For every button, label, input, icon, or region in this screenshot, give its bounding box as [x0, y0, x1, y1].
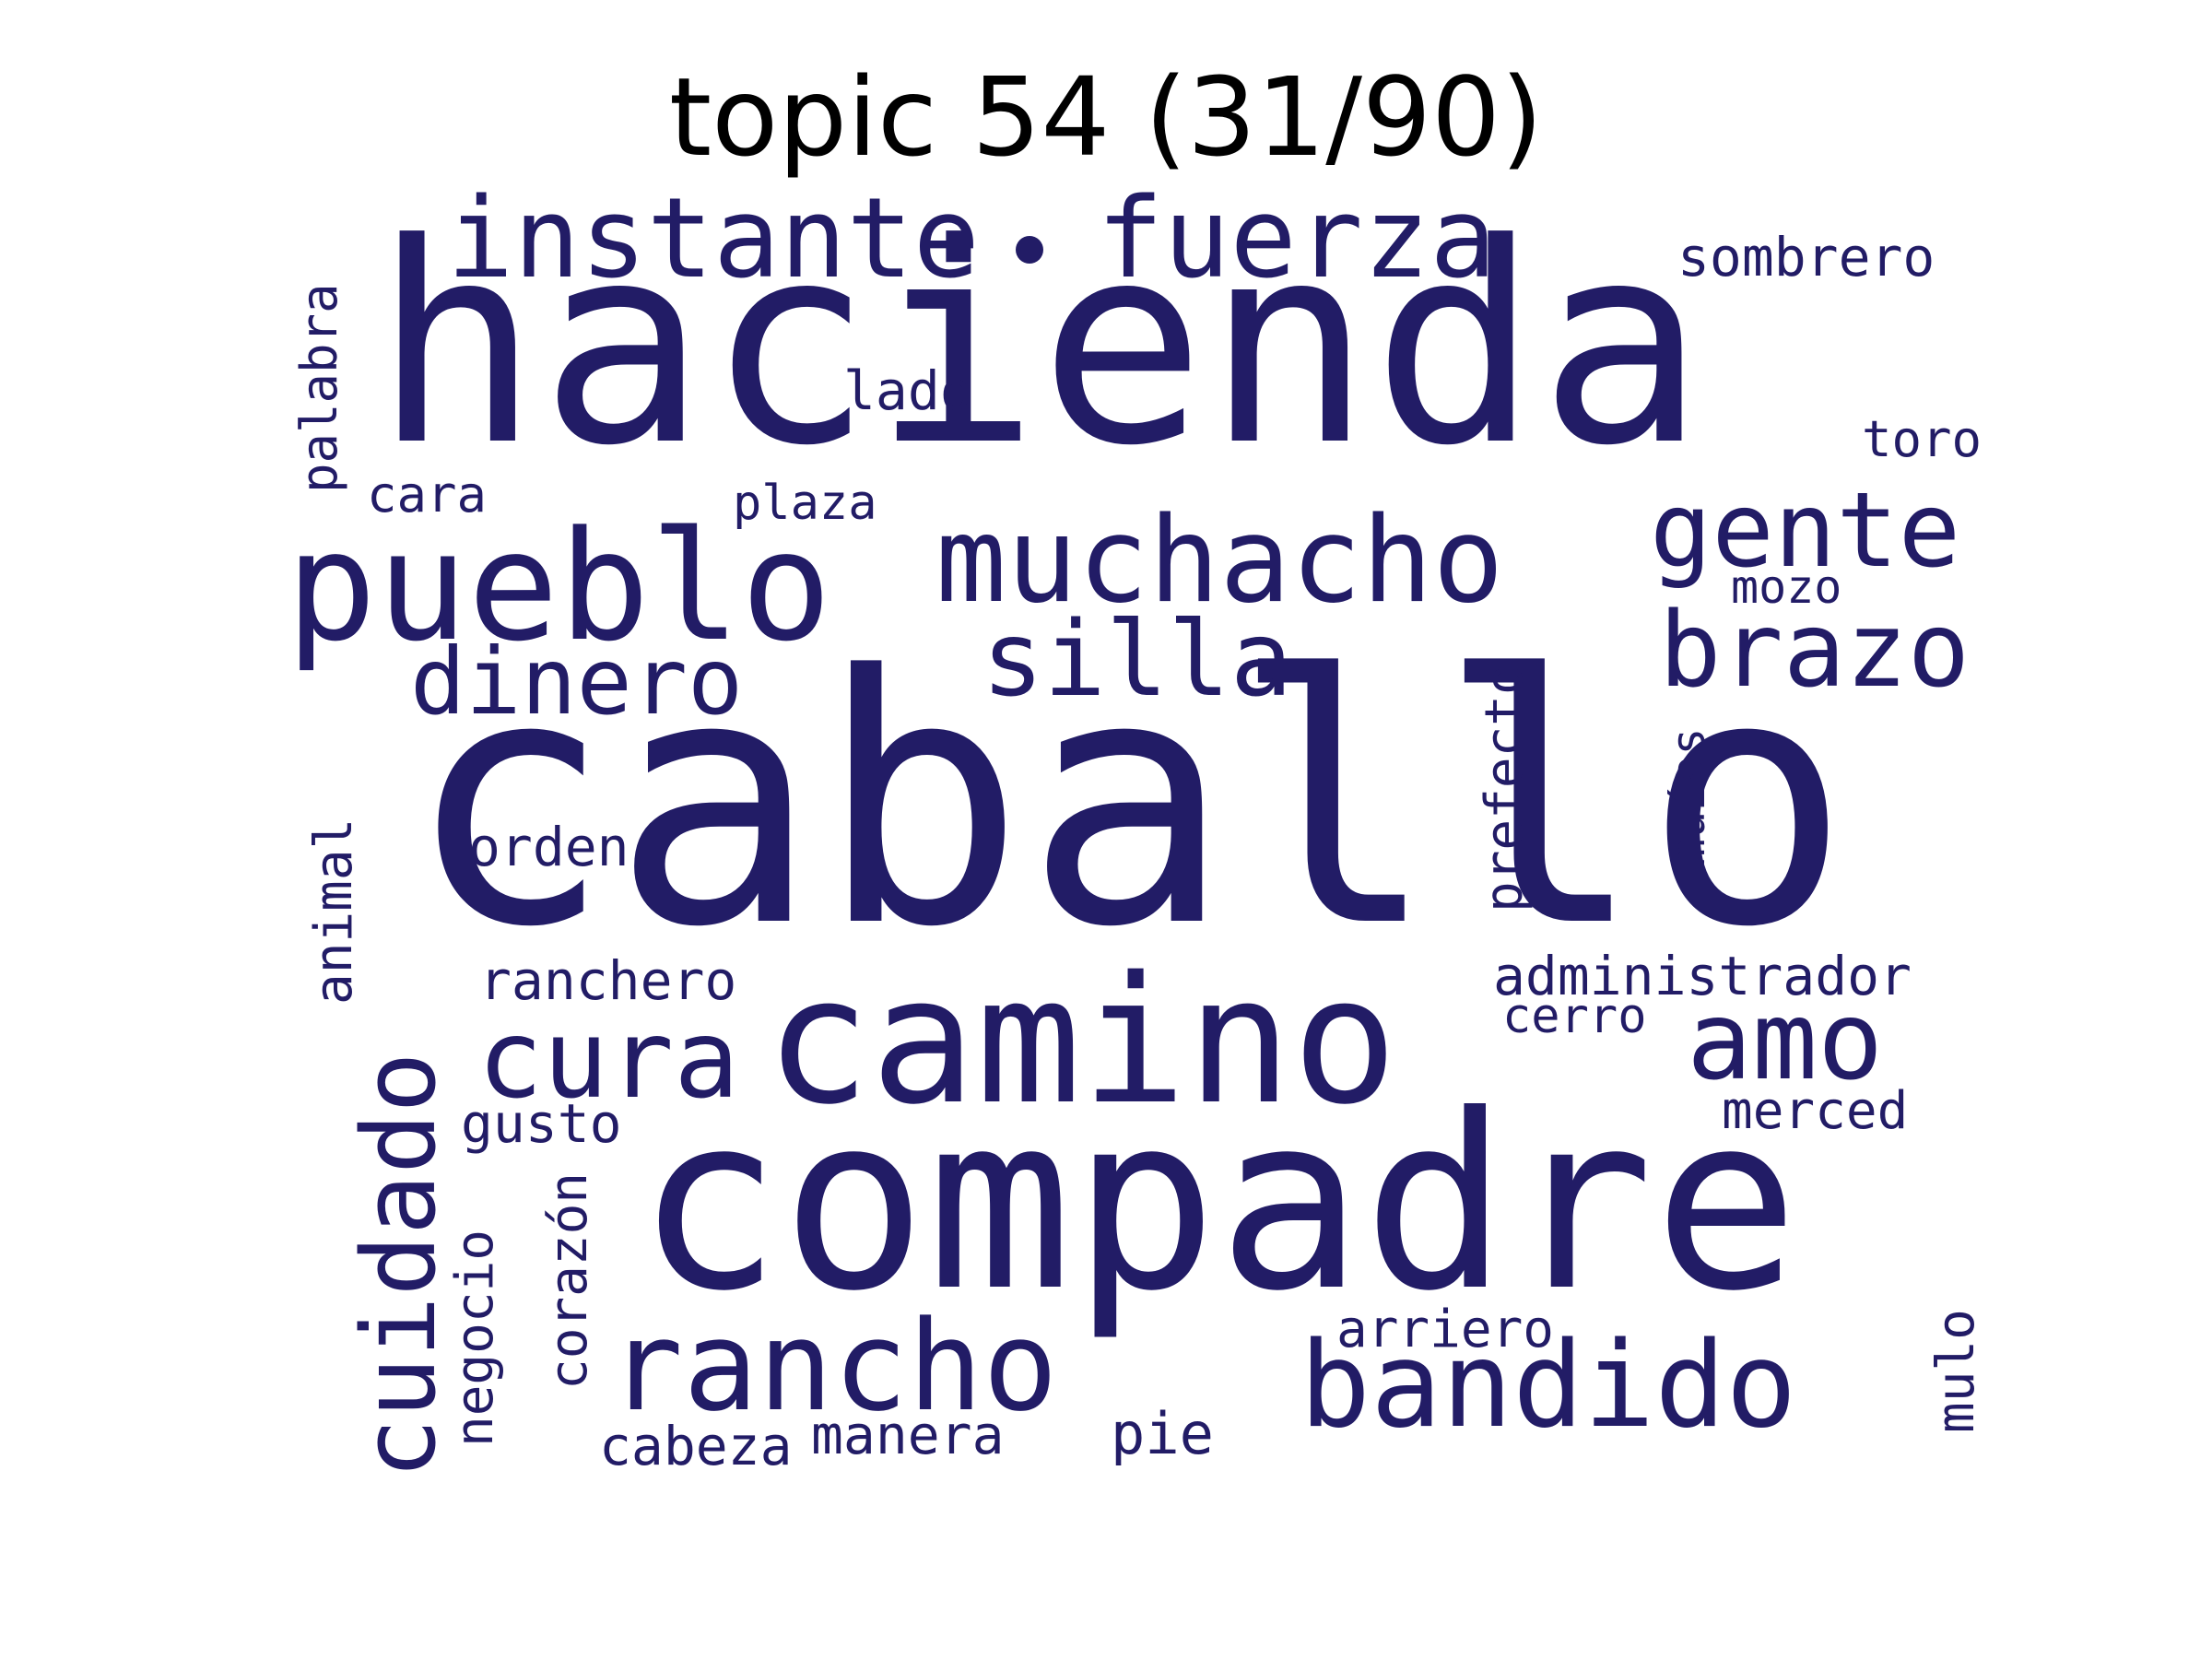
word-prefecto: prefecto [1475, 664, 1535, 912]
word-silla: silla [982, 600, 1293, 720]
word-sombrero: sombrero [1677, 226, 1936, 288]
word-cura: cura [477, 995, 740, 1123]
word-caballo: caballo [406, 603, 1851, 1002]
word-muchacho: muchacho [935, 492, 1504, 629]
word-negocio: negocio [445, 1229, 505, 1447]
dot-glyph [1016, 236, 1043, 264]
word-amo: amo [1687, 977, 1884, 1104]
word-pueblo: pueblo [286, 499, 832, 675]
chart-title: topic 54 (31/90) [668, 53, 1544, 181]
word-gusto: gusto [461, 1092, 622, 1155]
word-animal: animal [304, 818, 364, 1005]
word-gente: gente [1650, 471, 1961, 591]
word-cerro: cerro [1502, 989, 1647, 1044]
word-mulo: mulo [1926, 1309, 1986, 1433]
word-fuerza: fuerza [1097, 175, 1497, 303]
word-corazon: corazón [539, 1171, 599, 1390]
word-plaza: plaza [733, 476, 877, 531]
word-mozo: mozo [1731, 560, 1842, 614]
word-instante: instante [447, 175, 980, 303]
word-toro: toro [1862, 410, 1983, 468]
word-cara: cara [367, 465, 488, 524]
word-camino: camino [765, 939, 1398, 1143]
word-arriero: arriero [1336, 1300, 1555, 1359]
word-lado: lado [843, 359, 972, 422]
word-administrador: administrador [1493, 945, 1912, 1007]
word-palabra: palabra [290, 283, 348, 493]
word-pie: pie [1111, 1400, 1214, 1467]
word-compadre: compadre [636, 1063, 1799, 1344]
word-cabeza: cabeza [599, 1415, 793, 1477]
word-manera: manera [811, 1404, 1005, 1466]
word-bandido: bandido [1300, 1317, 1797, 1454]
word-muias: muías [1662, 727, 1715, 866]
word-ranchero: ranchero [479, 949, 737, 1012]
word-rancho: rancho [608, 1294, 1058, 1439]
word-brazo: brazo [1659, 591, 1971, 711]
word-merced: merced [1722, 1081, 1909, 1141]
word-cuidado: cuidado [340, 1052, 458, 1479]
word-dinero: dinero [410, 628, 744, 735]
word-orden: orden [468, 816, 629, 878]
